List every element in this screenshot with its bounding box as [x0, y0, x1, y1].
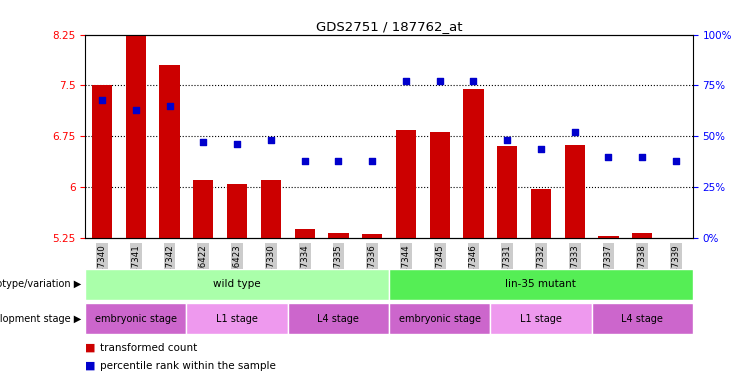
- Bar: [187, 303, 288, 334]
- Bar: [598, 236, 619, 238]
- Bar: [389, 269, 693, 300]
- Point: [468, 78, 479, 84]
- Point: [535, 146, 547, 152]
- Text: ■: ■: [85, 361, 96, 371]
- Text: genotype/variation ▶: genotype/variation ▶: [0, 279, 82, 289]
- Text: embryonic stage: embryonic stage: [95, 314, 177, 324]
- Bar: [632, 233, 652, 238]
- Bar: [491, 303, 591, 334]
- Text: wild type: wild type: [213, 279, 261, 289]
- Bar: [85, 269, 389, 300]
- Bar: [294, 229, 315, 238]
- Bar: [430, 132, 450, 238]
- Point: [299, 158, 310, 164]
- Bar: [85, 303, 187, 334]
- Bar: [463, 89, 484, 238]
- Text: ■: ■: [85, 343, 96, 353]
- Point: [197, 139, 209, 146]
- Text: L4 stage: L4 stage: [317, 314, 359, 324]
- Text: development stage ▶: development stage ▶: [0, 314, 82, 324]
- Text: L4 stage: L4 stage: [621, 314, 663, 324]
- Text: lin-35 mutant: lin-35 mutant: [505, 279, 576, 289]
- Point: [569, 129, 581, 135]
- Bar: [92, 86, 112, 238]
- Point: [333, 158, 345, 164]
- Bar: [328, 233, 348, 238]
- Bar: [261, 180, 281, 238]
- Point: [366, 158, 378, 164]
- Point: [400, 78, 412, 84]
- Bar: [565, 145, 585, 238]
- Bar: [389, 303, 491, 334]
- Point: [164, 103, 176, 109]
- Bar: [227, 184, 247, 238]
- Text: L1 stage: L1 stage: [216, 314, 258, 324]
- Point: [96, 97, 108, 103]
- Bar: [497, 147, 517, 238]
- Bar: [193, 180, 213, 238]
- Point: [637, 154, 648, 160]
- Bar: [159, 65, 180, 238]
- Point: [602, 154, 614, 160]
- Text: embryonic stage: embryonic stage: [399, 314, 481, 324]
- Point: [433, 78, 445, 84]
- Text: L1 stage: L1 stage: [520, 314, 562, 324]
- Point: [501, 137, 513, 144]
- Point: [670, 158, 682, 164]
- Bar: [362, 234, 382, 238]
- Bar: [396, 129, 416, 238]
- Point: [231, 141, 243, 147]
- Text: transformed count: transformed count: [100, 343, 197, 353]
- Title: GDS2751 / 187762_at: GDS2751 / 187762_at: [316, 20, 462, 33]
- Point: [265, 137, 277, 144]
- Point: [130, 107, 142, 113]
- Bar: [591, 303, 693, 334]
- Bar: [126, 11, 146, 238]
- Bar: [288, 303, 389, 334]
- Bar: [531, 189, 551, 238]
- Text: percentile rank within the sample: percentile rank within the sample: [100, 361, 276, 371]
